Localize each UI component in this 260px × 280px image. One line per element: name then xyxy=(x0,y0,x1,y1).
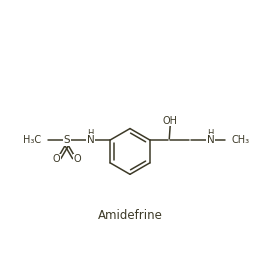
Text: O: O xyxy=(73,155,81,164)
Text: N: N xyxy=(206,135,214,145)
Text: H: H xyxy=(88,129,94,138)
Text: CH₃: CH₃ xyxy=(231,135,249,145)
Text: N: N xyxy=(87,135,95,145)
Text: S: S xyxy=(63,135,70,145)
Text: O: O xyxy=(53,155,60,164)
Text: OH: OH xyxy=(163,116,178,125)
Text: Amidefrine: Amidefrine xyxy=(98,209,162,222)
Text: H₃C: H₃C xyxy=(23,135,42,145)
Text: H: H xyxy=(207,129,214,138)
